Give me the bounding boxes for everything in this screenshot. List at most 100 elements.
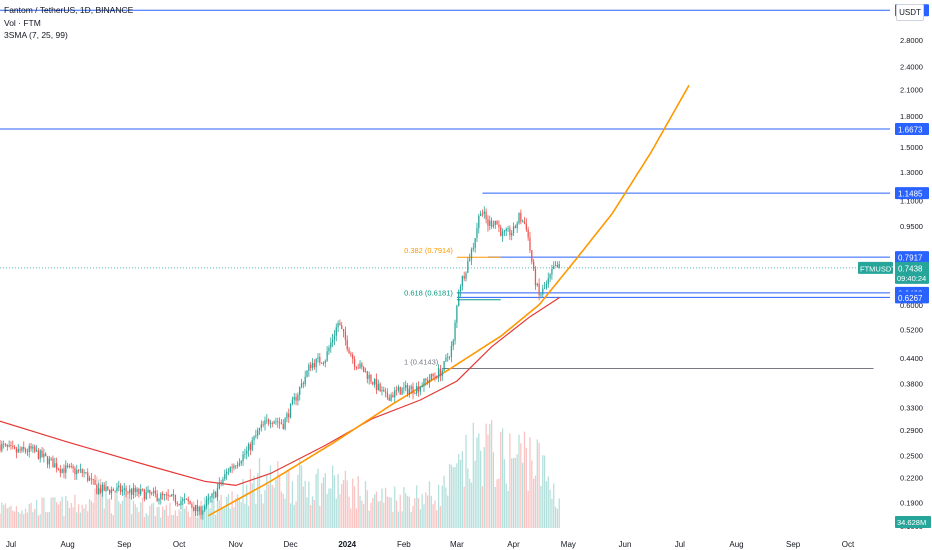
candle-body xyxy=(478,215,480,229)
volume-bar xyxy=(447,495,449,528)
candle xyxy=(330,337,332,353)
candle xyxy=(105,480,107,492)
candle xyxy=(1,440,3,453)
currency-button[interactable]: USDT xyxy=(896,4,924,21)
candle-body xyxy=(483,211,485,214)
volume-bar xyxy=(98,479,100,528)
volume-bar xyxy=(448,463,451,528)
volume-bar xyxy=(10,505,12,528)
candle xyxy=(32,444,34,453)
volume-bar xyxy=(388,497,390,528)
candle-body xyxy=(394,390,396,398)
volume-bar xyxy=(509,433,511,528)
volume-bar xyxy=(171,514,173,528)
x-tick-label: Mar xyxy=(450,540,464,549)
candle-body xyxy=(549,274,551,279)
volume-bar xyxy=(300,465,303,528)
candle-body xyxy=(149,489,151,494)
candle-body xyxy=(193,507,195,512)
candle xyxy=(92,478,94,485)
candle-body xyxy=(28,446,30,453)
x-tick-label: Jun xyxy=(619,540,632,549)
volume-bar xyxy=(523,431,526,528)
volume-bar xyxy=(330,488,332,528)
candle-body xyxy=(247,444,250,451)
candle-body xyxy=(162,493,164,496)
volume-bar xyxy=(348,496,350,528)
candle-body xyxy=(238,463,241,466)
candle xyxy=(154,486,156,498)
volume-bar xyxy=(333,475,336,528)
indicator-legend: 3SMA (7, 25, 99) xyxy=(4,30,68,40)
volume-bar xyxy=(123,492,125,528)
volume-bar xyxy=(503,459,506,528)
candle-body xyxy=(522,221,524,223)
x-tick-label: Sep xyxy=(786,540,801,549)
candles xyxy=(0,206,560,520)
price-axis: 3.20002.80002.40002.10001.80001.50001.30… xyxy=(900,13,923,531)
volume-bar xyxy=(266,475,268,528)
volume-bar xyxy=(412,505,414,528)
candle xyxy=(405,380,407,392)
candle-body xyxy=(143,489,146,499)
volume-bar xyxy=(112,515,114,528)
candle-body xyxy=(216,488,219,498)
candle-body xyxy=(507,228,509,230)
candle-body xyxy=(472,247,474,250)
x-tick-label: Nov xyxy=(229,540,243,549)
candle xyxy=(445,354,447,362)
candle-body xyxy=(76,469,78,475)
candle-body xyxy=(160,493,162,500)
candle-body xyxy=(426,380,429,383)
volume-bar xyxy=(538,442,540,528)
candle-body xyxy=(461,275,464,287)
candle xyxy=(419,385,421,396)
candle-body xyxy=(403,387,405,389)
candle-body xyxy=(319,357,321,363)
volume-bar xyxy=(277,461,279,528)
candle xyxy=(4,442,7,447)
candle-body xyxy=(268,419,270,424)
candle-body xyxy=(401,388,403,395)
volume-bar xyxy=(417,498,420,528)
y-tick-label: 0.5200 xyxy=(900,325,923,334)
volume-bar xyxy=(251,483,253,528)
candle xyxy=(450,341,453,363)
candle xyxy=(518,212,520,225)
candle xyxy=(174,494,177,506)
candle-body xyxy=(361,363,363,368)
candle xyxy=(399,386,401,395)
volume-bar xyxy=(79,512,82,528)
y-tick-label: 0.9500 xyxy=(900,222,923,231)
candle xyxy=(485,208,487,224)
candle xyxy=(187,496,189,505)
candle-body xyxy=(257,430,259,436)
candle xyxy=(238,458,241,467)
candle xyxy=(447,352,449,362)
volume-bar xyxy=(384,487,387,528)
candle-body xyxy=(481,213,484,215)
candle-body xyxy=(558,264,560,268)
candle-body xyxy=(417,386,420,392)
volume-bar xyxy=(494,486,496,528)
current-price-tag-bg xyxy=(895,261,929,284)
candle xyxy=(98,482,100,496)
candle xyxy=(273,420,275,424)
candle xyxy=(299,386,301,401)
volume-bar xyxy=(65,495,67,528)
x-tick-label: Aug xyxy=(61,540,75,549)
candle-body xyxy=(511,233,513,236)
symbol-tag-text: FTMUSDT xyxy=(860,264,896,273)
candle xyxy=(522,219,524,223)
fib-label: 1 (0.4143) xyxy=(404,358,439,367)
sma-line xyxy=(0,297,560,487)
volume-bar xyxy=(205,496,208,528)
candle-body xyxy=(523,221,526,224)
volume-bar xyxy=(289,503,292,528)
horizontal-levels xyxy=(0,9,890,298)
volume-bar xyxy=(403,487,405,528)
candle xyxy=(61,468,63,474)
volume-bar xyxy=(383,502,385,528)
candle-body xyxy=(68,466,71,467)
